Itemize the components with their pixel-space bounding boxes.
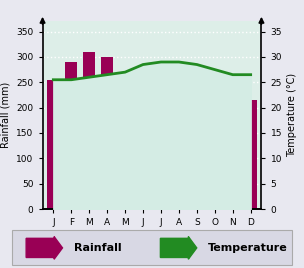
FancyArrow shape xyxy=(26,237,63,259)
Y-axis label: Temperature (°C): Temperature (°C) xyxy=(288,73,298,157)
FancyBboxPatch shape xyxy=(12,230,292,265)
Bar xyxy=(47,80,59,209)
Bar xyxy=(209,146,221,209)
Text: Temperature: Temperature xyxy=(208,243,288,253)
Y-axis label: Rainfall (mm): Rainfall (mm) xyxy=(1,82,11,148)
FancyArrow shape xyxy=(161,237,197,259)
Bar xyxy=(101,57,113,209)
Bar xyxy=(173,178,185,209)
Bar xyxy=(155,166,167,209)
Bar xyxy=(191,171,203,209)
X-axis label: Month: Month xyxy=(136,233,168,243)
Bar xyxy=(119,72,131,209)
Bar xyxy=(227,115,239,209)
Bar xyxy=(137,153,149,209)
Bar xyxy=(83,52,95,209)
Bar xyxy=(245,100,257,209)
Bar xyxy=(65,62,77,209)
Text: Rainfall: Rainfall xyxy=(74,243,121,253)
